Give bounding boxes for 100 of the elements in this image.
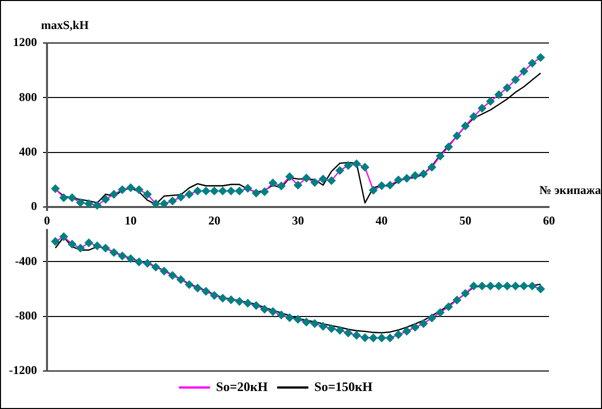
point — [202, 287, 210, 296]
point — [160, 200, 168, 208]
point — [193, 284, 202, 292]
point — [60, 194, 68, 202]
point — [126, 184, 135, 192]
point — [410, 171, 420, 180]
point — [93, 201, 102, 210]
point — [294, 315, 302, 324]
point — [486, 97, 495, 106]
x-tick-label: 30 — [292, 213, 304, 228]
point — [419, 319, 428, 328]
point — [51, 237, 60, 246]
point — [244, 299, 252, 308]
y-tick-label: 400 — [18, 144, 37, 158]
point — [302, 318, 311, 326]
point — [210, 186, 218, 196]
point — [478, 104, 486, 112]
point — [110, 248, 118, 257]
point — [235, 297, 244, 306]
point — [318, 322, 328, 330]
point — [386, 180, 394, 190]
x-tick-label: 20 — [208, 213, 220, 228]
y-tick-label: -800 — [14, 308, 37, 322]
x-axis-title: № экипажа — [539, 183, 601, 198]
y-axis-title: maxS,kH — [41, 18, 90, 32]
point — [226, 296, 236, 304]
point — [318, 174, 328, 184]
point — [202, 186, 210, 196]
point — [369, 186, 378, 194]
point — [210, 291, 218, 300]
legend-label: So=20кН — [216, 378, 268, 394]
point — [344, 328, 352, 338]
point — [252, 301, 260, 310]
point — [528, 59, 536, 68]
point — [60, 232, 68, 241]
x-tick-label: 0 — [44, 213, 50, 228]
point — [386, 334, 394, 342]
point — [436, 308, 444, 317]
point — [51, 184, 60, 193]
point — [378, 334, 386, 342]
point — [461, 122, 470, 130]
point — [336, 326, 344, 334]
point — [436, 152, 444, 160]
point — [126, 254, 135, 263]
point — [310, 178, 319, 187]
point — [134, 185, 144, 194]
point — [143, 259, 152, 268]
point — [511, 282, 520, 290]
y-tick-label: 0 — [30, 199, 37, 214]
point — [428, 314, 436, 322]
point — [511, 76, 520, 84]
point — [536, 53, 545, 62]
point — [452, 132, 462, 140]
x-tick-label: 60 — [543, 213, 555, 228]
point — [143, 190, 152, 198]
point — [360, 334, 370, 342]
point — [352, 331, 361, 340]
point — [327, 324, 336, 333]
x-tick-label: 50 — [459, 213, 472, 228]
point — [285, 172, 294, 181]
point — [486, 282, 495, 290]
x-tick-label: 40 — [376, 213, 388, 228]
point — [360, 163, 370, 172]
point — [118, 252, 126, 260]
point — [152, 200, 160, 208]
point — [277, 310, 286, 320]
point — [218, 186, 227, 196]
point — [327, 176, 336, 185]
point — [110, 190, 118, 198]
point — [444, 302, 453, 311]
point — [428, 163, 436, 172]
point — [478, 282, 486, 290]
point — [260, 305, 269, 314]
point — [93, 242, 102, 250]
point — [520, 282, 528, 290]
point — [520, 67, 528, 76]
point — [536, 284, 545, 294]
point — [68, 194, 76, 202]
point — [394, 330, 403, 339]
point — [503, 282, 512, 290]
point — [528, 282, 536, 290]
point — [344, 161, 352, 170]
point — [118, 185, 126, 194]
point — [193, 186, 202, 196]
point — [84, 200, 93, 208]
point — [68, 240, 76, 248]
point — [419, 170, 428, 178]
point — [76, 244, 85, 252]
legend-label: So=150кН — [314, 378, 372, 394]
point — [252, 188, 260, 198]
point — [310, 319, 319, 328]
point — [168, 271, 177, 280]
point — [378, 182, 386, 190]
point — [444, 142, 453, 152]
point — [134, 258, 144, 266]
point — [260, 188, 269, 196]
point — [168, 196, 177, 206]
point — [226, 186, 236, 196]
point — [152, 262, 160, 272]
y-tick-label: -1200 — [8, 363, 37, 378]
